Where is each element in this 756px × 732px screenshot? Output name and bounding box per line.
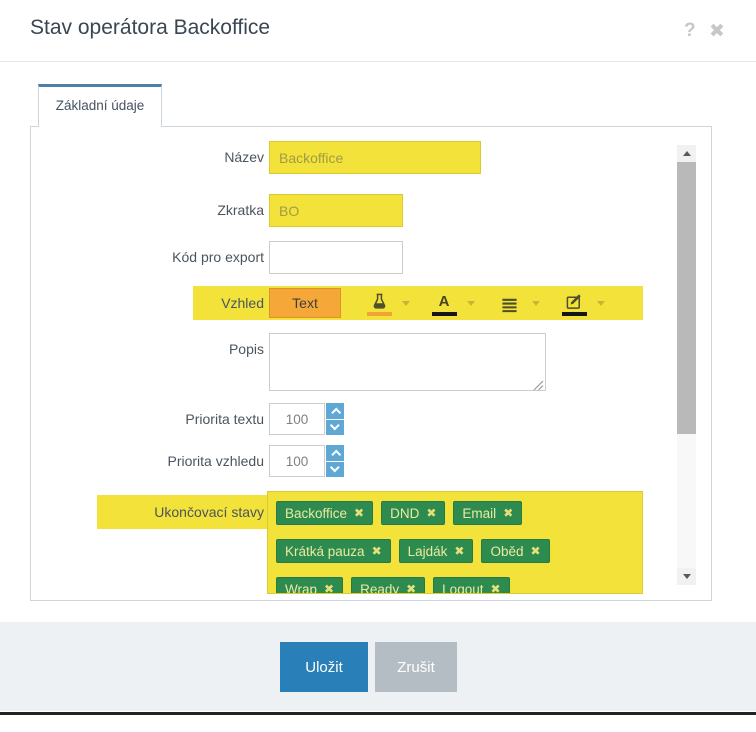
tag: Wrap ✖ [276, 577, 344, 594]
tag: Email ✖ [453, 501, 523, 525]
save-button[interactable]: Uložit [280, 642, 368, 692]
chevron-down-icon [329, 420, 340, 431]
tag: Backoffice ✖ [276, 501, 374, 525]
dialog-title: Stav operátora Backoffice [30, 16, 271, 39]
tag-remove-icon[interactable]: ✖ [371, 544, 382, 558]
tag-remove-icon[interactable]: ✖ [354, 506, 365, 520]
priorita-vzhledu-label: Priorita vzhledu [167, 453, 265, 469]
nazev-label: Název [224, 149, 264, 165]
scrollbar-thumb[interactable] [677, 162, 696, 434]
window-bottom-edge [0, 712, 756, 715]
spinner-down-button[interactable] [326, 419, 344, 435]
tag-remove-icon[interactable]: ✖ [454, 544, 465, 558]
chevron-down-icon[interactable] [467, 300, 475, 306]
chevron-down-icon[interactable] [402, 300, 410, 306]
chevron-up-icon [330, 407, 341, 418]
chevron-up-icon [330, 449, 341, 460]
ukoncovaci-stavy-highlight-band: Ukončovací stavy [97, 495, 267, 529]
kod-pro-export-label: Kód pro export [172, 249, 264, 265]
priorita-vzhledu-spinner [326, 445, 344, 477]
form-panel: Název Zkratka Kód pro export Vzhled Text [30, 126, 712, 601]
tag-label: Krátká pauza [285, 543, 365, 559]
tag-remove-icon[interactable]: ✖ [503, 506, 514, 520]
tag-label: Wrap [285, 581, 318, 594]
tag-list: Backoffice ✖ DND ✖ Email ✖ Krátká p [276, 501, 572, 594]
tag-remove-icon[interactable]: ✖ [406, 582, 417, 594]
tag-label: DND [390, 505, 420, 521]
priorita-textu-spinner [326, 403, 344, 435]
toolbar-highlight-color-button[interactable] [365, 287, 423, 319]
tag: Krátká pauza ✖ [276, 539, 391, 563]
spinner-down-button[interactable] [326, 461, 344, 477]
toolbar-font-color-button[interactable]: A [430, 287, 488, 319]
tag-label: Backoffice [285, 505, 348, 521]
triangle-down-icon [682, 574, 691, 579]
tag-label: Ready [360, 581, 400, 594]
tag-label: Logout [442, 581, 484, 594]
priorita-textu-label: Priorita textu [185, 411, 264, 427]
header-divider [0, 61, 756, 62]
vzhled-text-preview: Text [269, 288, 341, 318]
dialog-footer: Uložit Zrušit [0, 622, 756, 711]
tab-zakladni-udaje[interactable]: Základní údaje [38, 84, 162, 127]
priorita-textu-input[interactable] [269, 403, 325, 435]
tag-remove-icon[interactable]: ✖ [490, 582, 501, 594]
edit-pencil-icon [566, 291, 583, 310]
priorita-vzhledu-input[interactable] [269, 445, 325, 477]
tag-remove-icon[interactable]: ✖ [426, 506, 437, 520]
toolbar-edit-style-button[interactable] [560, 287, 618, 319]
tag: Lajdák ✖ [398, 539, 474, 563]
highlight-color-swatch [366, 311, 392, 316]
spinner-up-button[interactable] [326, 445, 344, 461]
help-icon[interactable]: ? [684, 20, 696, 41]
chevron-down-icon[interactable] [597, 300, 605, 306]
kod-pro-export-input[interactable] [269, 241, 403, 274]
ukoncovaci-stavy-label: Ukončovací stavy [154, 504, 264, 520]
triangle-up-icon [682, 151, 691, 156]
cancel-button[interactable]: Zrušit [375, 642, 457, 692]
spinner-up-button[interactable] [326, 403, 344, 419]
zkratka-label: Zkratka [217, 202, 264, 218]
chevron-down-icon [329, 462, 340, 473]
tag-label: Email [462, 505, 497, 521]
tag-label: Lajdák [407, 543, 448, 559]
tag-remove-icon[interactable]: ✖ [324, 582, 335, 594]
chevron-down-icon[interactable] [532, 300, 540, 306]
tag: Ready ✖ [351, 577, 426, 594]
font-color-icon: A [438, 292, 450, 310]
ukoncovaci-stavy-multiselect[interactable]: Backoffice ✖ DND ✖ Email ✖ Krátká p [267, 491, 643, 594]
close-icon[interactable]: ✖ [709, 21, 725, 42]
highlighter-icon [371, 291, 388, 310]
scrollbar-down-button[interactable] [677, 568, 696, 585]
toolbar-line-style-button[interactable] [495, 287, 553, 319]
popis-textarea[interactable] [269, 333, 546, 391]
edit-style-swatch [561, 311, 587, 316]
nazev-input[interactable] [269, 141, 481, 174]
zkratka-input[interactable] [269, 194, 403, 227]
vzhled-label: Vzhled [221, 295, 264, 311]
scrollbar-up-button[interactable] [677, 145, 696, 162]
popis-label: Popis [228, 341, 264, 357]
tag-label: Oběd [490, 543, 524, 559]
font-color-swatch [431, 311, 457, 316]
tag-remove-icon[interactable]: ✖ [530, 544, 541, 558]
tag: Oběd ✖ [481, 539, 550, 563]
lines-icon [501, 294, 518, 313]
tag: Logout ✖ [433, 577, 510, 594]
tag: DND ✖ [381, 501, 446, 525]
vertical-scrollbar[interactable] [677, 145, 696, 585]
